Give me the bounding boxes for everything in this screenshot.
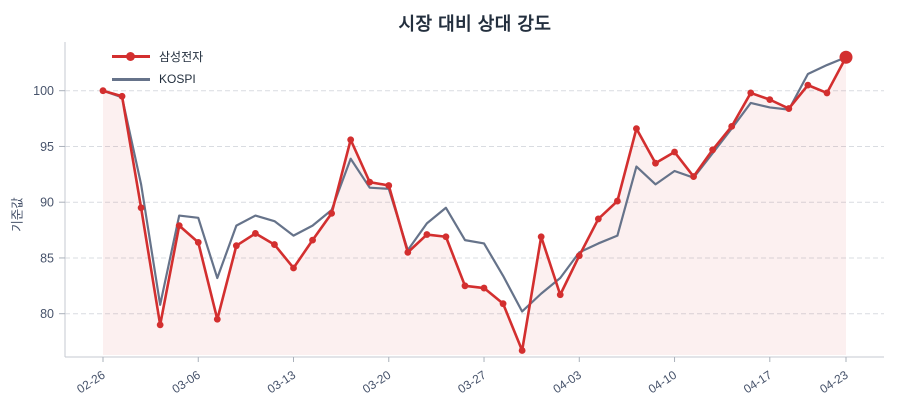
samsung-line: [102, 56, 848, 352]
samsung-marker: [823, 89, 831, 97]
samsung-marker: [442, 233, 450, 241]
samsung-area-fill: [103, 57, 846, 355]
x-tick-label: 04-23: [817, 368, 851, 397]
samsung-last-point: [839, 50, 853, 64]
samsung-marker: [385, 182, 393, 189]
samsung-marker: [785, 105, 793, 112]
y-tick-label: 85: [40, 251, 54, 265]
samsung-marker: [709, 146, 717, 154]
samsung-marker: [499, 300, 507, 308]
samsung-marker: [671, 148, 678, 156]
samsung-marker: [232, 242, 240, 250]
legend-item-samsung: 삼성전자: [112, 48, 203, 65]
samsung-marker: [309, 236, 316, 244]
x-tick-label: 04-10: [646, 368, 680, 397]
samsung-marker: [118, 92, 126, 100]
samsung-marker: [804, 81, 812, 89]
samsung-marker: [213, 315, 221, 323]
kospi-line: [102, 56, 847, 313]
kospi-line-swatch: [112, 77, 150, 81]
samsung-marker: [747, 89, 755, 97]
samsung-marker: [690, 173, 697, 180]
y-tick-label: 80: [40, 307, 54, 321]
samsung-marker: [137, 204, 145, 212]
legend-item-kospi: KOSPI: [112, 72, 203, 86]
samsung-marker: [347, 136, 355, 144]
samsung-line-swatch: [112, 52, 150, 61]
samsung-marker: [156, 321, 164, 329]
samsung-marker: [175, 222, 183, 230]
x-tick-label: 03-06: [170, 368, 204, 397]
legend-label-samsung: 삼성전자: [159, 50, 204, 64]
y-tick-label: 100: [33, 84, 54, 98]
samsung-marker: [194, 238, 202, 246]
legend: 삼성전자 KOSPI: [112, 48, 203, 86]
samsung-marker: [575, 252, 583, 260]
samsung-marker: [252, 230, 259, 237]
x-tick-label: 04-03: [551, 368, 585, 397]
x-tick-label: 03-27: [455, 368, 489, 397]
samsung-marker: [537, 233, 545, 241]
samsung-marker: [423, 231, 431, 238]
samsung-marker: [766, 96, 774, 104]
y-tick-label: 90: [40, 196, 54, 210]
samsung-marker: [271, 241, 278, 248]
samsung-marker: [518, 347, 526, 354]
samsung-marker: [652, 159, 659, 167]
samsung-marker: [461, 282, 469, 290]
y-axis-title: 기준값: [10, 197, 25, 232]
samsung-marker: [99, 87, 107, 95]
samsung-marker: [728, 122, 736, 130]
y-tick-label: 95: [40, 140, 54, 154]
x-tick-label: 04-17: [741, 368, 775, 397]
samsung-marker: [404, 248, 412, 256]
samsung-dot-swatch: [126, 52, 135, 61]
samsung-marker: [328, 209, 336, 217]
samsung-marker: [290, 264, 297, 272]
samsung-marker: [480, 284, 488, 292]
x-tick-label: 03-13: [265, 368, 299, 397]
samsung-marker: [556, 291, 564, 299]
samsung-marker: [594, 215, 602, 223]
x-tick-label: 03-20: [360, 368, 394, 397]
legend-label-kospi: KOSPI: [159, 72, 196, 86]
samsung-marker: [633, 125, 640, 133]
x-tick-label: 02-26: [74, 368, 108, 397]
samsung-marker: [613, 197, 621, 205]
chart-title: 시장 대비 상대 강도: [398, 14, 552, 34]
samsung-marker: [366, 178, 374, 186]
